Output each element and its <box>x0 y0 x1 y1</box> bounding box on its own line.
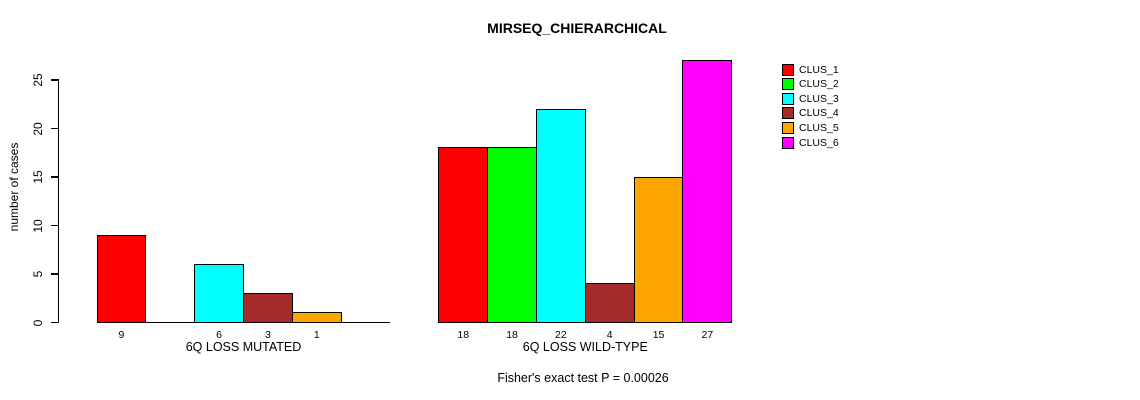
legend-item-clus_5: CLUS_5 <box>782 121 839 136</box>
bar-clus_3 <box>194 263 244 323</box>
bar-value-label: 18 <box>506 328 518 341</box>
legend-item-clus_3: CLUS_3 <box>782 92 839 107</box>
legend-item-clus_2: CLUS_2 <box>782 77 839 92</box>
legend-label: CLUS_3 <box>799 92 839 105</box>
x-axis-group-label: 6Q LOSS MUTATED <box>185 340 302 354</box>
legend-item-clus_6: CLUS_6 <box>782 135 839 150</box>
annotation-fisher-test: Fisher's exact test P = 0.00026 <box>497 371 669 385</box>
y-tick-mark <box>51 176 59 178</box>
y-tick-mark <box>51 79 59 81</box>
legend-swatch-icon <box>782 136 794 149</box>
legend-swatch-icon <box>782 92 794 105</box>
y-tick-label: 20 <box>31 121 45 136</box>
chart-title: MIRSEQ_CHIERARCHICAL <box>487 20 667 36</box>
legend-item-clus_4: CLUS_4 <box>782 106 839 121</box>
bar-value-label: 1 <box>313 328 320 341</box>
x-axis-group-label: 6Q LOSS WILD-TYPE <box>522 340 648 354</box>
bar-clus_4 <box>242 292 293 323</box>
y-tick-mark <box>51 224 59 227</box>
legend-label: CLUS_5 <box>799 121 839 134</box>
y-tick-label: 5 <box>31 270 45 278</box>
legend-item-clus_1: CLUS_1 <box>782 63 839 78</box>
bar-value-label: 6 <box>216 328 222 341</box>
y-tick-label: 10 <box>31 218 45 233</box>
y-axis-line <box>58 79 60 324</box>
y-tick-mark <box>51 273 59 275</box>
y-tick-mark <box>51 321 59 324</box>
bar-value-label: 22 <box>555 328 567 341</box>
legend-label: CLUS_1 <box>799 63 839 76</box>
legend-swatch-icon <box>782 78 794 91</box>
bar-clus_1 <box>438 147 489 323</box>
bar-clus_2 <box>487 147 537 323</box>
bar-value-label: 4 <box>606 328 613 341</box>
legend: CLUS_1 CLUS_2 CLUS_3 CLUS_4 CLUS_5 CLUS_6 <box>782 63 839 150</box>
y-tick-label: 0 <box>31 319 45 326</box>
legend-swatch-icon <box>782 63 794 76</box>
bar-value-label: 15 <box>652 328 665 341</box>
legend-label: CLUS_4 <box>799 107 839 120</box>
y-tick-label: 15 <box>31 170 45 184</box>
bar-clus_5 <box>633 176 684 323</box>
bar-value-label: 27 <box>701 328 714 341</box>
bar-value-label: 3 <box>264 328 271 341</box>
y-tick-mark <box>51 127 59 130</box>
legend-swatch-icon <box>782 107 794 120</box>
y-axis-title: number of cases <box>7 142 21 232</box>
bar-clus_1 <box>96 234 147 323</box>
bar-clus_3 <box>535 108 586 323</box>
bar-clus_6 <box>682 60 733 323</box>
y-tick-label: 25 <box>31 73 45 87</box>
legend-label: CLUS_6 <box>799 136 839 149</box>
legend-swatch-icon <box>782 121 794 134</box>
legend-label: CLUS_2 <box>799 78 839 91</box>
bar-value-label: 9 <box>118 328 125 341</box>
bar-value-label: 18 <box>457 328 470 341</box>
bar-clus_4 <box>584 283 635 323</box>
bar-clus_5 <box>291 312 342 323</box>
